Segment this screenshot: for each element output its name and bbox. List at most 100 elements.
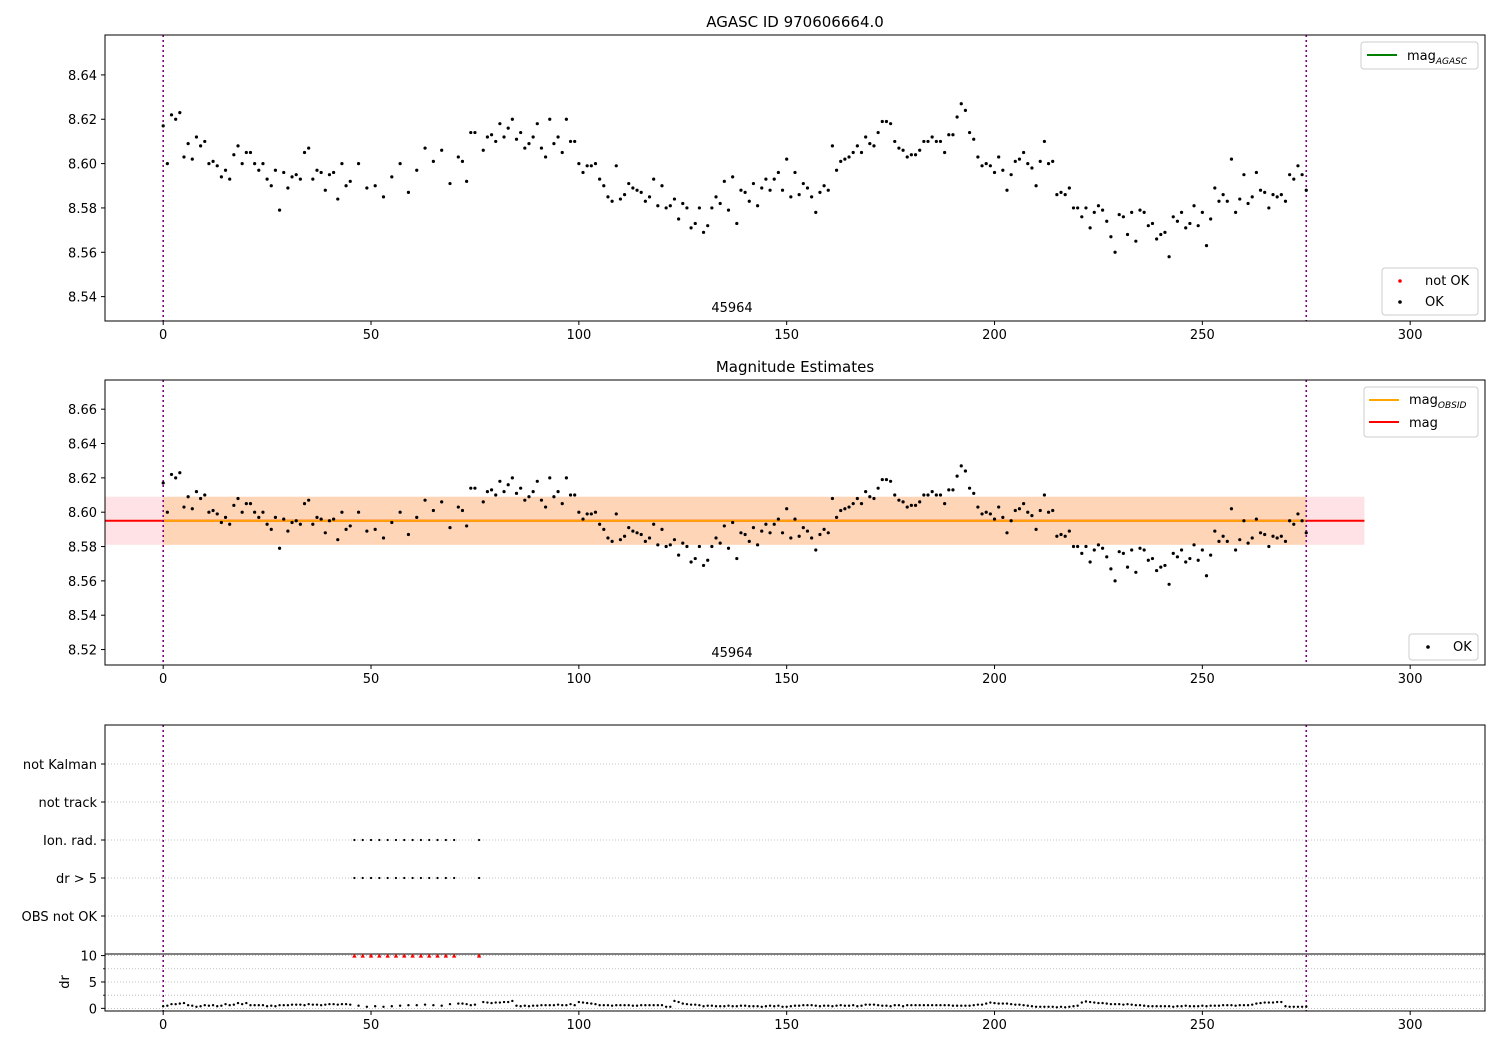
flag-point [444,876,447,880]
data-point [1072,1005,1075,1008]
data-point [1105,219,1109,223]
data-point [698,1003,701,1007]
data-point [257,515,261,519]
data-point [1205,1005,1208,1008]
data-point [610,539,614,543]
data-point [1122,1003,1125,1006]
data-point [415,1003,418,1007]
data-point [560,150,564,155]
data-point [460,159,465,163]
data-point [606,1003,610,1007]
data-point [565,1003,568,1007]
data-point [344,184,348,188]
data-point [951,1004,955,1007]
data-point [739,188,743,192]
data-point [1134,239,1138,243]
data-point [1109,235,1113,239]
clipped-dr-marker [418,953,424,958]
data-point [195,1005,198,1008]
data-point [423,1003,427,1006]
data-point [751,181,756,186]
data-point [294,519,298,523]
data-point [780,531,785,535]
data-point [664,1005,668,1008]
data-point [519,1005,522,1008]
data-point [743,532,747,537]
data-point [1142,548,1146,552]
data-point [1151,1005,1154,1008]
data-point [1279,193,1283,197]
data-point [664,206,668,210]
data-point [839,508,843,513]
data-point [926,1003,930,1007]
data-point [232,153,236,157]
data-point [1105,1002,1108,1005]
data-point [1093,1001,1096,1004]
data-point [1296,164,1300,168]
data-point [169,113,174,117]
data-point [951,488,955,492]
data-point [273,168,278,172]
x-tick-label: 0 [159,328,167,343]
data-point [681,1002,684,1005]
data-point [174,1002,177,1006]
data-point [922,139,926,144]
data-point [223,515,228,519]
data-point [747,539,751,543]
data-point [457,1002,460,1005]
data-point [943,502,947,506]
data-point [776,170,780,175]
data-point [203,139,207,144]
flags-panel: not Kalman not track Ion. rad. dr > 5 OBS no… [22,724,1486,1033]
data-point [1292,1005,1295,1008]
data-point [768,531,772,535]
data-point [1217,1004,1221,1007]
data-point [203,1003,206,1007]
flag-point [411,838,414,842]
data-point [1234,210,1238,214]
data-point [976,155,980,159]
data-point [802,1003,805,1007]
data-point [311,1003,315,1006]
data-point [1051,508,1055,513]
data-point [307,146,311,150]
data-point [302,502,307,506]
data-point [1242,519,1246,523]
data-point [722,179,726,183]
data-point [1242,1003,1246,1007]
data-point [311,522,315,526]
data-point [473,130,477,135]
data-point [581,170,585,175]
data-point [926,139,930,144]
data-point [643,199,647,203]
data-point [619,1003,622,1007]
data-point [988,512,992,516]
flag-point [386,838,389,842]
data-point [810,536,814,540]
data-point [349,1003,352,1006]
data-point [1030,514,1034,518]
data-point [748,1005,751,1008]
data-point [261,161,265,166]
data-point [269,184,273,188]
data-point [1283,199,1288,203]
data-point [868,495,872,499]
data-point [498,1001,502,1004]
data-point [884,477,889,482]
data-point [1046,161,1051,166]
data-point [697,544,701,549]
data-point [323,531,327,535]
data-point [1251,1003,1254,1006]
data-point [1229,507,1234,511]
data-point [1155,1005,1158,1008]
data-point [955,115,959,119]
data-point [801,526,805,530]
data-point [511,999,514,1003]
data-point [186,495,190,499]
data-point [548,476,552,480]
x-tick-label: 50 [363,1018,380,1033]
data-point [182,505,186,509]
clipped-dr-marker [451,953,457,958]
data-point [644,1003,647,1007]
data-point [1275,536,1279,540]
